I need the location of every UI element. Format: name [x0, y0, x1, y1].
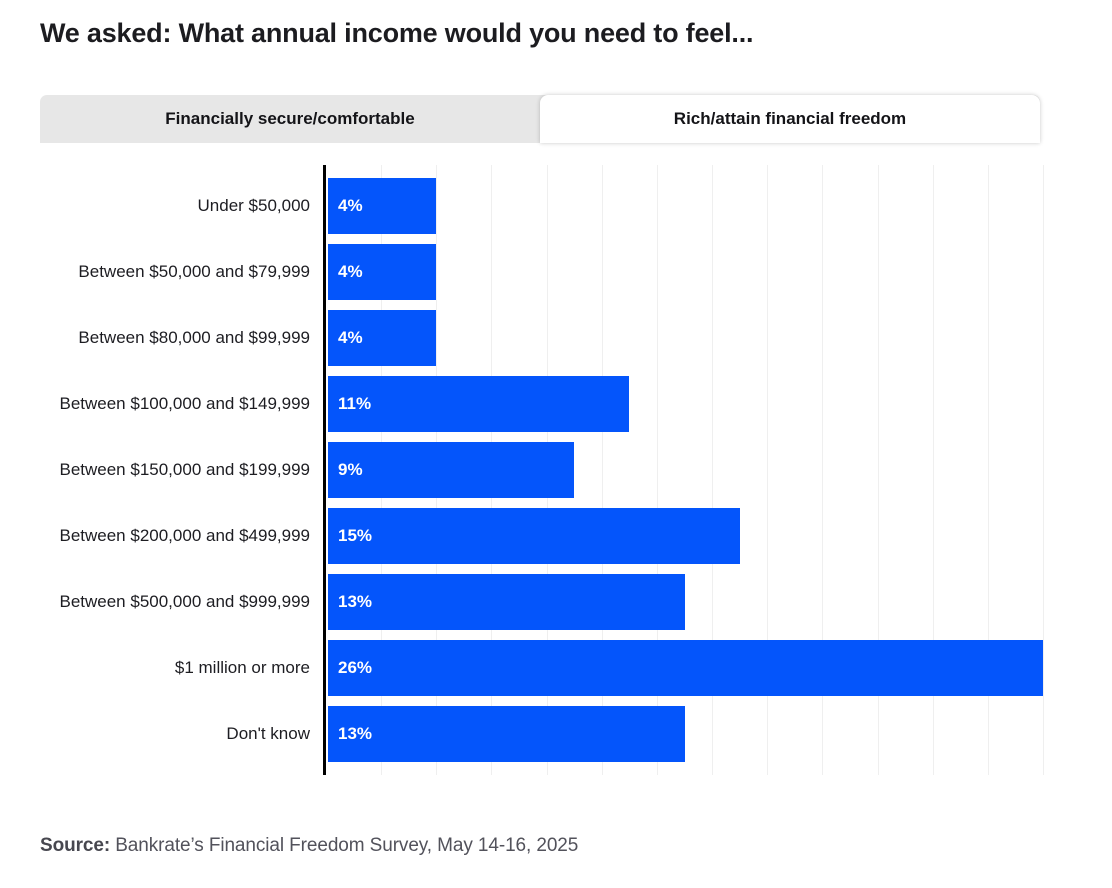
bar-value-label: 4%	[338, 195, 363, 215]
category-label: $1 million or more	[174, 657, 310, 677]
tab-bar: Financially secure/comfortable Rich/atta…	[40, 94, 1040, 143]
page-title: We asked: What annual income would you n…	[40, 18, 754, 48]
category-label: Between $150,000 and $199,999	[59, 459, 310, 479]
category-label: Between $500,000 and $999,999	[59, 591, 310, 611]
gridline	[932, 164, 934, 775]
category-label: Between $100,000 and $149,999	[59, 393, 310, 413]
bar-value-label: 26%	[338, 657, 373, 677]
tab-rich-financial-freedom[interactable]: Rich/attain financial freedom	[540, 94, 1040, 143]
bar-value-label: 13%	[338, 591, 373, 611]
bar-value-label: 13%	[338, 723, 373, 743]
category-label: Don't know	[226, 723, 310, 743]
gridline	[656, 164, 658, 775]
category-label: Under $50,000	[197, 195, 310, 215]
bar: 13%	[328, 573, 685, 630]
bar-value-label: 15%	[338, 525, 373, 545]
gridline	[987, 164, 989, 775]
gridline	[877, 164, 879, 775]
bar: 26%	[328, 639, 1043, 696]
bar-value-label: 11%	[338, 393, 372, 413]
source-note: Source: Bankrate’s Financial Freedom Sur…	[40, 835, 1072, 857]
gridline	[712, 164, 714, 775]
source-text: Bankrate’s Financial Freedom Survey, May…	[115, 834, 579, 856]
gridline	[601, 164, 603, 775]
page: We asked: What annual income would you n…	[40, 18, 1072, 857]
bar-value-label: 4%	[338, 261, 363, 281]
category-label: Between $80,000 and $99,999	[78, 327, 310, 347]
bar-value-label: 9%	[338, 459, 363, 479]
plot-area: 4% 4% 4% 11% 9% 15% 13% 26% 13%	[323, 164, 1044, 775]
tab-financially-secure[interactable]: Financially secure/comfortable	[40, 95, 540, 143]
category-label: Between $50,000 and $79,999	[78, 261, 310, 281]
bar: 9%	[328, 441, 575, 498]
gridline	[1043, 164, 1044, 775]
gridline	[767, 164, 769, 775]
bar: 4%	[328, 309, 437, 366]
bar: 13%	[328, 705, 685, 762]
category-label: Between $200,000 and $499,999	[59, 525, 310, 545]
bar: 4%	[328, 177, 437, 234]
bar-value-label: 4%	[338, 327, 363, 347]
bar: 11%	[328, 375, 630, 432]
bar: 15%	[328, 507, 740, 564]
bar-chart: Under $50,000 Between $50,000 and $79,999…	[40, 164, 1072, 775]
bar: 4%	[328, 243, 437, 300]
source-label: Source:	[40, 834, 111, 856]
gridline	[822, 164, 824, 775]
category-labels-column: Under $50,000 Between $50,000 and $79,999…	[40, 165, 310, 775]
